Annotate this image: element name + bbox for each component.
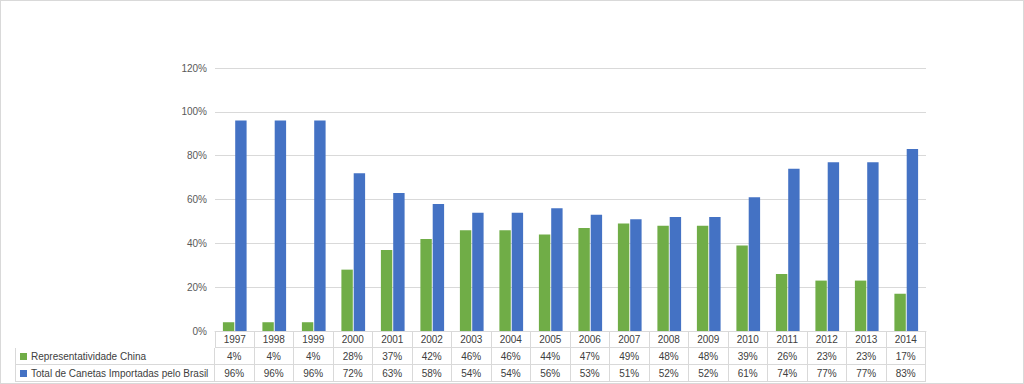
- html-text:1997: 1997: [223, 333, 246, 345]
- html-text:2002: 2002: [420, 333, 443, 345]
- svg-text:120%: 120%: [181, 63, 207, 74]
- html-text:51%: 51%: [619, 367, 640, 379]
- html-text:2011: 2011: [776, 333, 798, 345]
- html-text:58%: 58%: [421, 367, 442, 379]
- html-text:54%: 54%: [500, 367, 521, 379]
- html-text:46%: 46%: [500, 350, 521, 362]
- html-text:48%: 48%: [658, 350, 679, 362]
- html-text:2000: 2000: [341, 333, 364, 345]
- html-text:63%: 63%: [382, 367, 403, 379]
- svg-text:80%: 80%: [187, 150, 207, 161]
- html-text:4%: 4%: [227, 350, 242, 362]
- svg-text:100%: 100%: [181, 106, 207, 117]
- svg-text:20%: 20%: [187, 282, 207, 293]
- html-text:1998: 1998: [262, 333, 285, 345]
- svg-text:0%: 0%: [193, 326, 208, 337]
- html-text:53%: 53%: [579, 367, 600, 379]
- html-text:42%: 42%: [421, 350, 442, 362]
- html-text:28%: 28%: [342, 350, 363, 362]
- html-text:23%: 23%: [816, 350, 837, 362]
- html-text:61%: 61%: [737, 367, 758, 379]
- html-text:23%: 23%: [856, 350, 877, 362]
- html-text:83%: 83%: [895, 367, 916, 379]
- html-text:74%: 74%: [777, 367, 798, 379]
- svg-text:40%: 40%: [187, 238, 207, 249]
- html-text:2010: 2010: [736, 333, 759, 345]
- svg-text:60%: 60%: [187, 194, 207, 205]
- html-text:4%: 4%: [306, 350, 321, 362]
- html-text:2008: 2008: [657, 333, 680, 345]
- html-text:49%: 49%: [619, 350, 640, 362]
- html-text:Representatividade China: Representatividade China: [31, 350, 147, 362]
- html-text:2009: 2009: [697, 333, 720, 345]
- html-text:39%: 39%: [737, 350, 758, 362]
- html-text:96%: 96%: [224, 367, 245, 379]
- html-text:54%: 54%: [461, 367, 482, 379]
- html-text:52%: 52%: [658, 367, 679, 379]
- html-text:2007: 2007: [618, 333, 641, 345]
- html-text:96%: 96%: [303, 367, 324, 379]
- html-text:46%: 46%: [461, 350, 482, 362]
- html-text:72%: 72%: [342, 367, 363, 379]
- html-text:2001: 2001: [381, 333, 404, 345]
- html-text:2005: 2005: [539, 333, 562, 345]
- html-text:56%: 56%: [540, 367, 561, 379]
- html-text:96%: 96%: [263, 367, 284, 379]
- html-text:2006: 2006: [578, 333, 601, 345]
- html-text:Total de Canetas Importadas pe: Total de Canetas Importadas pelo Brasil: [31, 367, 209, 379]
- html-text:2013: 2013: [855, 333, 878, 345]
- html-text:1999: 1999: [302, 333, 325, 345]
- html-text:4%: 4%: [266, 350, 281, 362]
- html-text:17%: 17%: [895, 350, 916, 362]
- html-text:37%: 37%: [382, 350, 403, 362]
- html-text:52%: 52%: [698, 367, 719, 379]
- html-text:77%: 77%: [816, 367, 837, 379]
- html-text:2012: 2012: [815, 333, 838, 345]
- html-text:48%: 48%: [698, 350, 719, 362]
- html-text:77%: 77%: [856, 367, 877, 379]
- html-text:2004: 2004: [499, 333, 522, 345]
- html-text:2003: 2003: [460, 333, 483, 345]
- html-text:44%: 44%: [540, 350, 561, 362]
- html-text:47%: 47%: [579, 350, 600, 362]
- html-text:2014: 2014: [894, 333, 917, 345]
- html-text:26%: 26%: [777, 350, 798, 362]
